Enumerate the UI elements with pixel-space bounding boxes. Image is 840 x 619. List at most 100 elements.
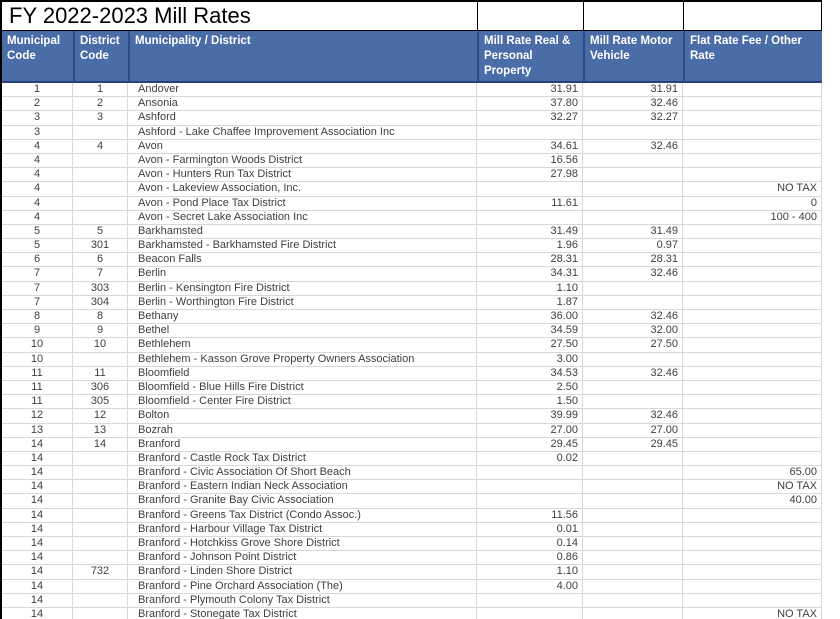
column-header-municipality-district: Municipality / District	[128, 31, 477, 81]
cell-municipal-code: 5	[2, 239, 73, 254]
cell-municipality: Avon - Pond Place Tax District	[128, 196, 477, 211]
cell-mill-rate-real-personal: 28.31	[477, 253, 583, 268]
table-row: 12 12 Bolton 39.99 32.46	[2, 409, 822, 424]
table-row: 9 9 Bethel 34.59 32.00	[2, 324, 822, 339]
cell-mill-rate-real-personal: 34.59	[477, 324, 583, 339]
cell-municipal-code: 10	[2, 338, 73, 353]
cell-district-code: 9	[73, 324, 128, 339]
cell-mill-rate-motor-vehicle: 32.27	[583, 111, 683, 126]
cell-municipality: Branford - Hotchkiss Grove Shore Distric…	[128, 537, 477, 552]
cell-district-code: 13	[73, 423, 128, 438]
cell-mill-rate-real-personal	[477, 125, 583, 140]
cell-mill-rate-real-personal: 31.91	[477, 83, 583, 98]
table-row: 14 Branford - Civic Association Of Short …	[2, 466, 822, 481]
cell-flat-rate-fee: 65.00	[683, 466, 822, 481]
table-row: 5 5 Barkhamsted 31.49 31.49	[2, 224, 822, 240]
cell-mill-rate-motor-vehicle: 27.50	[583, 338, 683, 353]
cell-mill-rate-real-personal: 32.27	[477, 111, 583, 126]
table-row: 7 7 Berlin 34.31 32.46	[2, 267, 822, 282]
cell-municipal-code: 3	[2, 111, 73, 126]
table-row: 14 732 Branford - Linden Shore District 1.1…	[2, 565, 822, 580]
page-title: FY 2022-2023 Mill Rates	[9, 3, 251, 28]
cell-municipal-code: 1	[2, 83, 73, 98]
cell-municipal-code: 14	[2, 593, 73, 608]
cell-municipal-code: 14	[2, 565, 73, 580]
cell-mill-rate-motor-vehicle	[583, 537, 683, 552]
cell-municipal-code: 4	[2, 210, 73, 225]
cell-mill-rate-real-personal: 3.00	[477, 352, 583, 367]
cell-mill-rate-motor-vehicle	[583, 593, 683, 608]
cell-district-code	[73, 508, 128, 523]
cell-mill-rate-motor-vehicle	[583, 551, 683, 566]
cell-municipality: Branford - Greens Tax District (Condo As…	[128, 508, 477, 523]
cell-municipal-code: 4	[2, 139, 73, 154]
cell-district-code	[73, 494, 128, 509]
cell-municipal-code: 14	[2, 451, 73, 467]
table-row: 13 13 Bozrah 27.00 27.00	[2, 423, 822, 438]
cell-district-code: 2	[73, 97, 128, 112]
cell-municipal-code: 14	[2, 480, 73, 495]
cell-flat-rate-fee	[683, 593, 822, 608]
cell-flat-rate-fee	[683, 565, 822, 580]
cell-flat-rate-fee	[683, 537, 822, 552]
cell-municipal-code: 14	[2, 607, 73, 619]
cell-flat-rate-fee	[683, 224, 822, 240]
cell-mill-rate-motor-vehicle: 32.46	[583, 139, 683, 154]
cell-mill-rate-motor-vehicle: 32.00	[583, 324, 683, 339]
cell-flat-rate-fee: NO TAX	[683, 182, 822, 197]
cell-district-code: 3	[73, 111, 128, 126]
cell-district-code: 10	[73, 338, 128, 353]
title-empty-cell-2	[583, 2, 683, 30]
cell-municipality: Bethlehem	[128, 338, 477, 353]
cell-flat-rate-fee	[683, 253, 822, 268]
table-body: 1 1 Andover 31.91 31.91 2 2 Ansonia 37.80 32.46 3 3…	[2, 83, 822, 619]
cell-municipality: Bolton	[128, 409, 477, 424]
cell-municipality: Bethany	[128, 310, 477, 325]
cell-mill-rate-motor-vehicle: 27.00	[583, 423, 683, 438]
table-row: 14 Branford - Johnson Point District 0.86	[2, 551, 822, 566]
cell-mill-rate-real-personal: 0.02	[477, 451, 583, 467]
cell-flat-rate-fee	[683, 508, 822, 523]
table-row: 14 Branford - Granite Bay Civic Associati…	[2, 494, 822, 509]
cell-municipality: Bloomfield - Center Fire District	[128, 395, 477, 410]
cell-flat-rate-fee	[683, 551, 822, 566]
table-row: 11 11 Bloomfield 34.53 32.46	[2, 366, 822, 381]
cell-mill-rate-real-personal	[477, 182, 583, 197]
cell-flat-rate-fee	[683, 522, 822, 537]
cell-municipality: Avon - Secret Lake Association Inc	[128, 210, 477, 225]
cell-mill-rate-motor-vehicle	[583, 607, 683, 619]
cell-municipality: Ashford - Lake Chaffee Improvement Assoc…	[128, 125, 477, 140]
cell-municipality: Branford - Civic Association Of Short Be…	[128, 466, 477, 481]
cell-municipal-code: 3	[2, 125, 73, 140]
cell-municipal-code: 14	[2, 466, 73, 481]
cell-flat-rate-fee	[683, 168, 822, 183]
cell-mill-rate-motor-vehicle	[583, 210, 683, 225]
cell-district-code: 6	[73, 253, 128, 268]
cell-district-code	[73, 593, 128, 608]
cell-municipality: Ansonia	[128, 97, 477, 112]
table-row: 3 3 Ashford 32.27 32.27	[2, 111, 822, 126]
table-row: 14 Branford - Hotchkiss Grove Shore Distr…	[2, 537, 822, 552]
table-row: 10 Bethlehem - Kasson Grove Property Owne…	[2, 352, 822, 367]
cell-flat-rate-fee	[683, 437, 822, 452]
cell-district-code: 14	[73, 437, 128, 452]
table-row: 14 Branford - Pine Orchard Association (T…	[2, 579, 822, 594]
cell-mill-rate-motor-vehicle	[583, 168, 683, 183]
cell-flat-rate-fee	[683, 125, 822, 140]
cell-mill-rate-motor-vehicle: 32.46	[583, 267, 683, 282]
cell-municipality: Branford - Johnson Point District	[128, 551, 477, 566]
cell-municipal-code: 4	[2, 196, 73, 211]
cell-mill-rate-motor-vehicle	[583, 281, 683, 296]
cell-municipal-code: 12	[2, 409, 73, 424]
cell-municipality: Branford - Pine Orchard Association (The…	[128, 579, 477, 594]
cell-flat-rate-fee	[683, 352, 822, 367]
table-row: 4 Avon - Farmington Woods District 16.56	[2, 153, 822, 169]
cell-municipality: Branford - Linden Shore District	[128, 565, 477, 580]
cell-mill-rate-real-personal: 31.49	[477, 224, 583, 240]
cell-mill-rate-motor-vehicle	[583, 380, 683, 396]
cell-mill-rate-real-personal: 1.87	[477, 295, 583, 310]
cell-municipality: Bethel	[128, 324, 477, 339]
mill-rates-spreadsheet: FY 2022-2023 Mill Rates Municipal Code D…	[0, 0, 822, 619]
cell-municipal-code: 9	[2, 324, 73, 339]
cell-municipal-code: 4	[2, 182, 73, 197]
